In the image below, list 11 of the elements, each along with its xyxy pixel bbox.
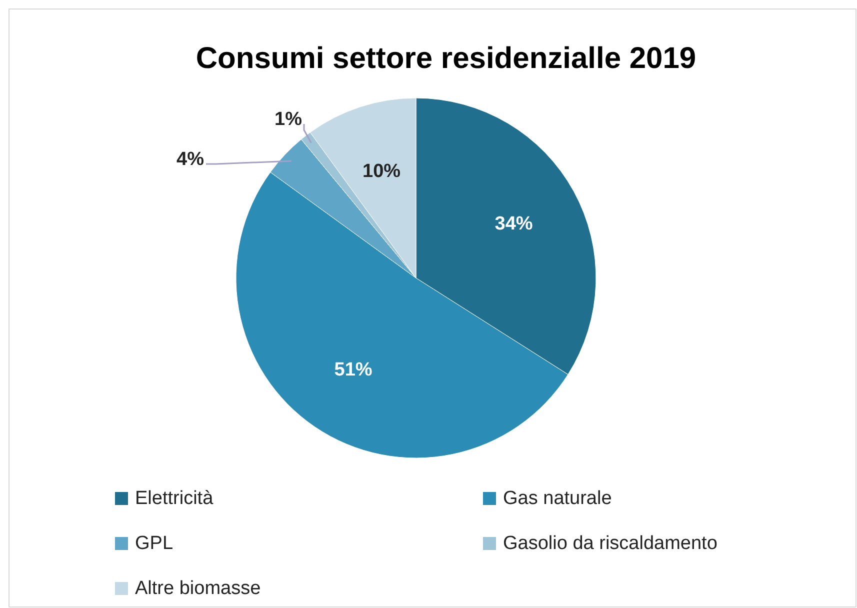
data-label: 4% <box>176 149 204 170</box>
chart-title: Consumi settore residenzialle 2019 <box>196 42 696 75</box>
data-label: 10% <box>362 160 401 182</box>
legend-label: Altre biomasse <box>135 578 261 600</box>
legend-label: Gas naturale <box>503 488 612 510</box>
legend-label: Elettricità <box>135 488 214 510</box>
legend-label: Gasolio da riscaldamento <box>503 533 718 554</box>
data-label: 34% <box>494 213 533 234</box>
data-label: 1% <box>274 109 302 130</box>
legend-label: GPL <box>135 533 174 554</box>
data-label: 51% <box>334 359 372 380</box>
